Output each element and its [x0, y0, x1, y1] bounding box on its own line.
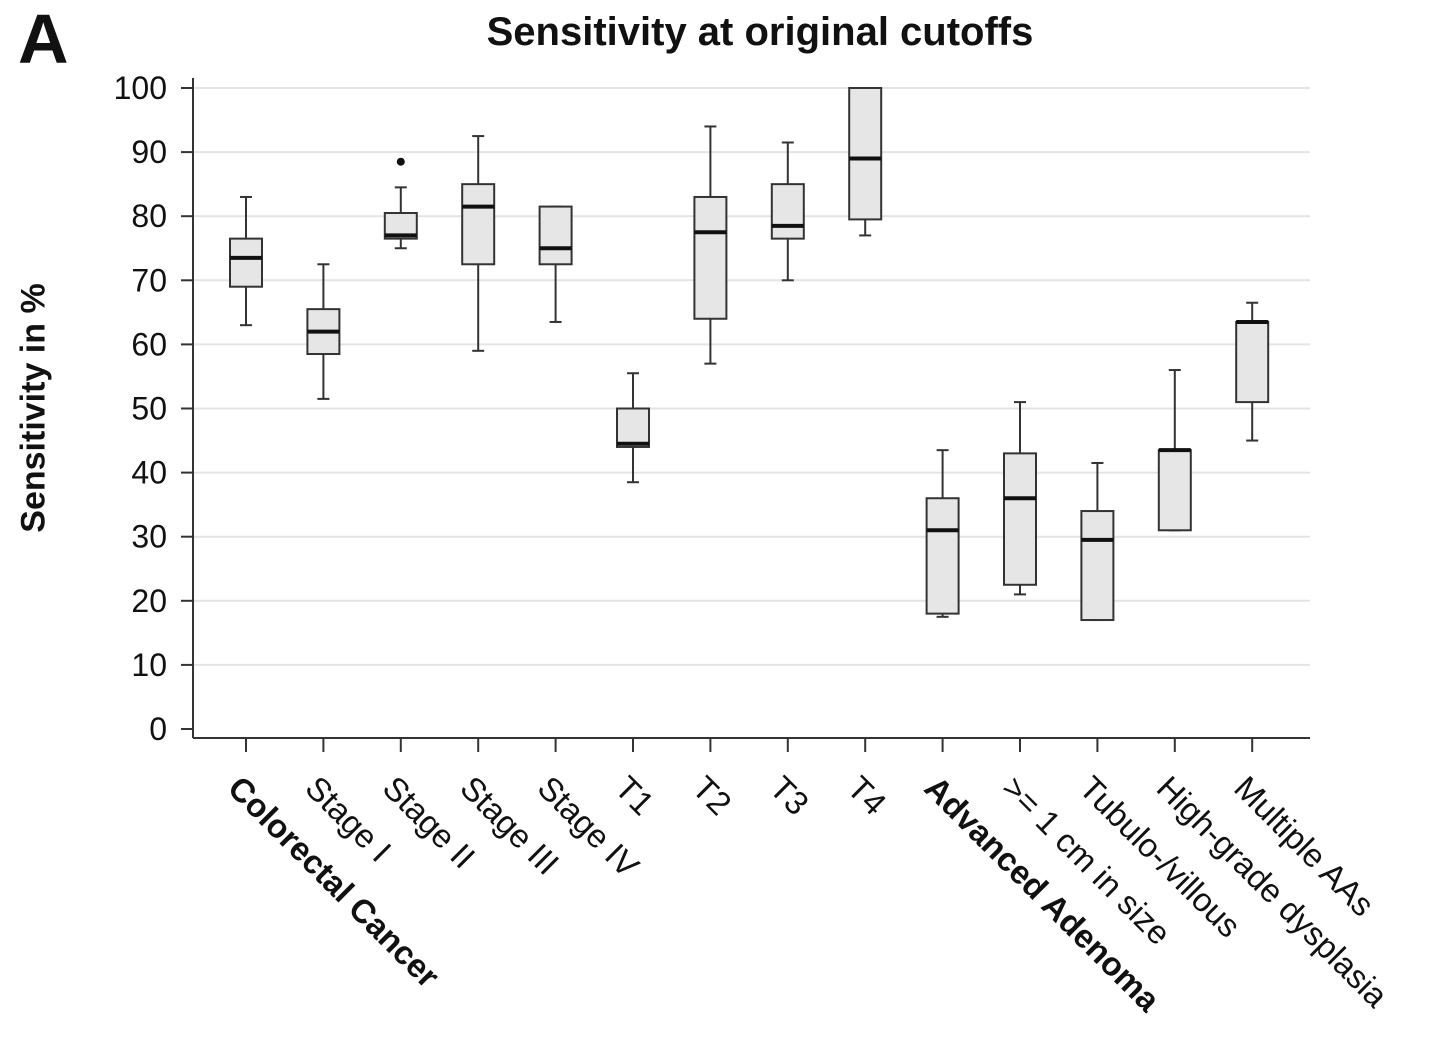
box-6 — [616, 372, 650, 484]
box-5 — [538, 205, 573, 323]
box-iqr — [1080, 510, 1115, 622]
y-tick-label: 80 — [131, 198, 167, 234]
y-tick-label: 40 — [131, 455, 167, 491]
box-iqr — [848, 87, 883, 221]
y-tick-label: 0 — [149, 711, 167, 747]
box-iqr — [538, 205, 573, 266]
y-tick-label: 20 — [131, 583, 167, 619]
y-tick-label: 50 — [131, 391, 167, 427]
panel-label: A — [18, 0, 69, 78]
box-iqr — [693, 195, 728, 320]
outlier-point — [396, 157, 405, 166]
box-7 — [693, 125, 728, 365]
y-tick-label: 60 — [131, 326, 167, 362]
box-3 — [383, 157, 418, 250]
box-4 — [461, 135, 496, 352]
category-label: T4 — [840, 769, 893, 822]
box-iqr — [925, 497, 960, 615]
box-iqr — [1157, 449, 1192, 532]
box-iqr — [1235, 320, 1270, 404]
box-12 — [1080, 461, 1115, 622]
category-label: T3 — [763, 769, 816, 822]
box-iqr — [229, 237, 263, 288]
box-iqr — [770, 183, 805, 240]
box-iqr — [616, 407, 650, 448]
category-label: T2 — [685, 769, 738, 822]
grid-lines — [193, 87, 1310, 666]
box-11 — [1003, 401, 1037, 596]
chart-title: Sensitivity at original cutoffs — [486, 10, 1034, 54]
box-1 — [229, 195, 263, 327]
box-iqr — [1003, 452, 1037, 586]
y-tick-label: 70 — [131, 262, 167, 298]
y-tick-label: 90 — [131, 134, 167, 170]
y-tick-label: 10 — [131, 647, 167, 683]
boxes — [229, 87, 1270, 622]
y-tick-label: 100 — [114, 70, 167, 106]
box-8 — [770, 141, 805, 282]
y-tick-label: 30 — [131, 519, 167, 555]
box-2 — [306, 263, 341, 400]
box-iqr — [461, 183, 496, 266]
y-axis-ticks: 0 10 20 30 40 50 60 70 80 90 100 — [114, 70, 193, 747]
x-axis-ticks — [245, 738, 1254, 752]
box-10 — [925, 449, 960, 618]
box-14 — [1235, 301, 1270, 442]
box-9 — [848, 87, 883, 237]
box-13 — [1157, 369, 1192, 532]
category-label: T1 — [608, 769, 661, 822]
